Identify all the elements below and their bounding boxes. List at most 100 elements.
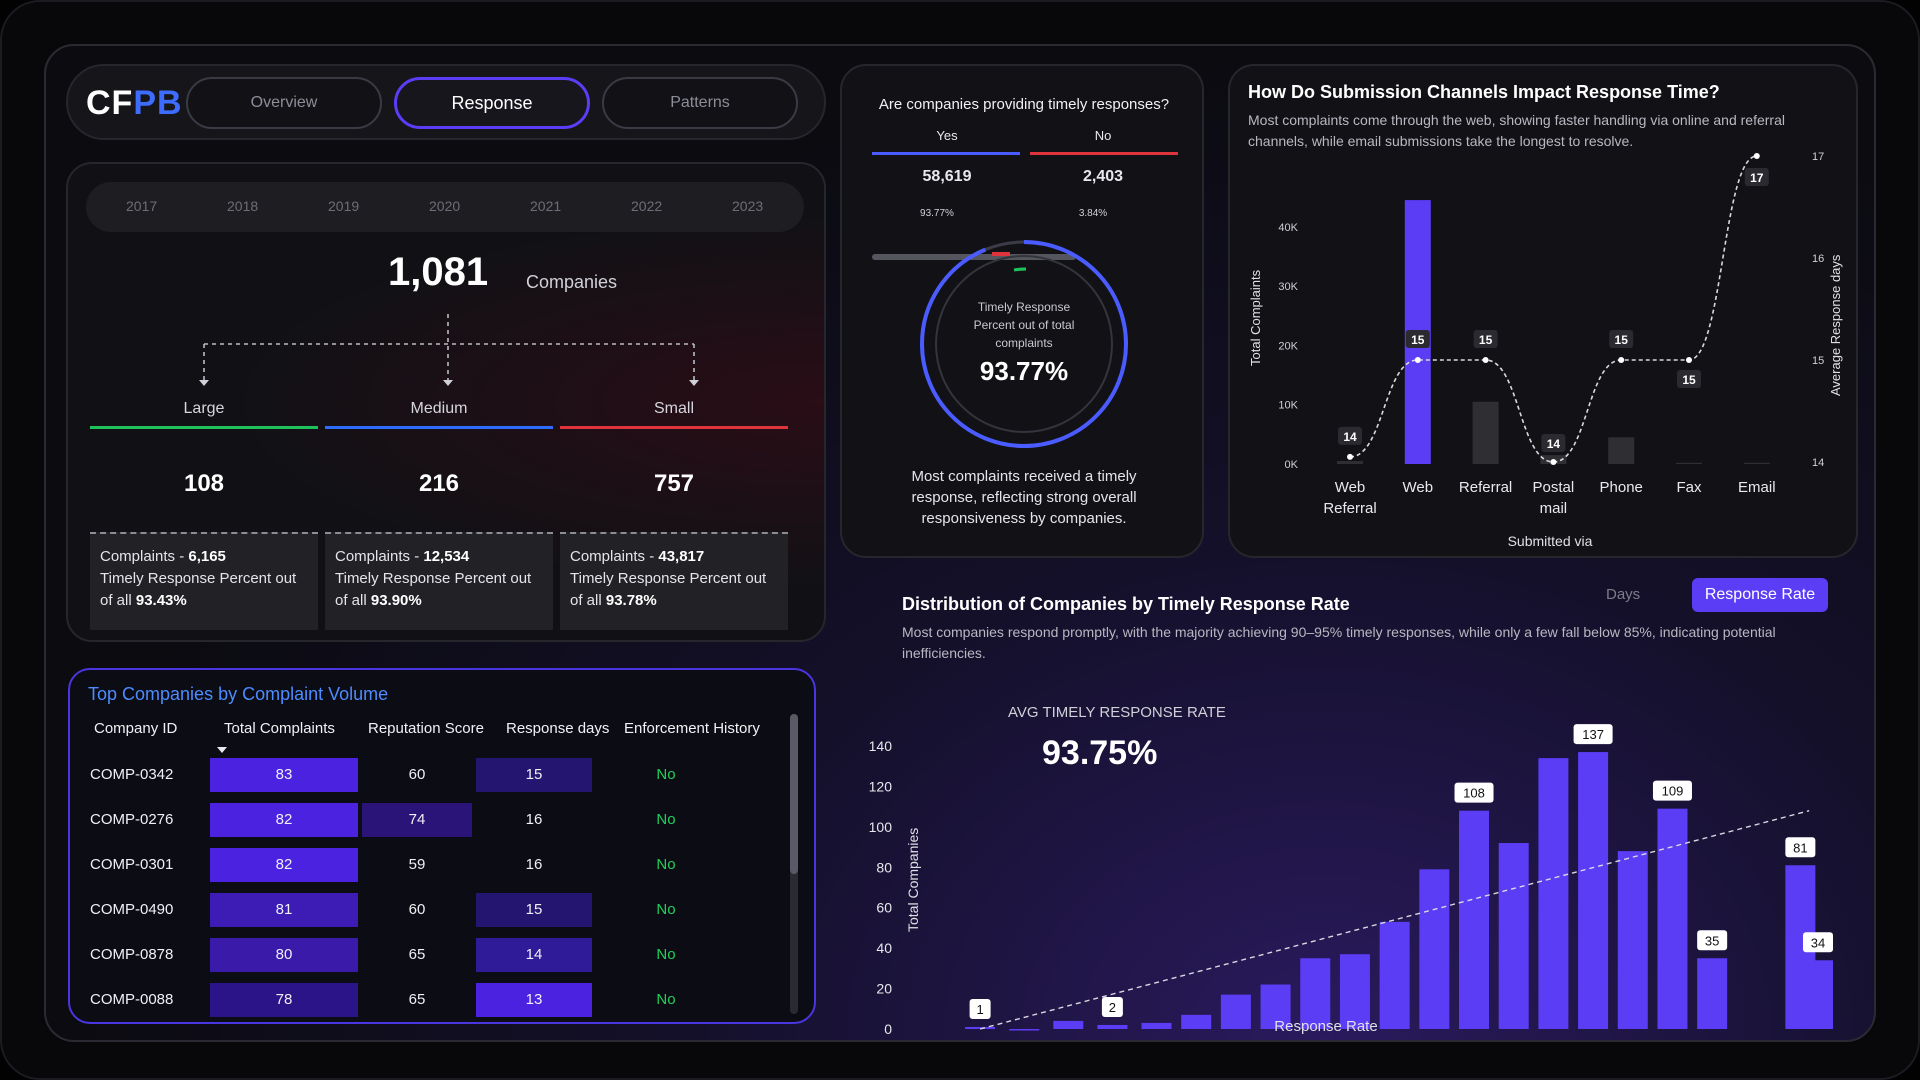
bar xyxy=(1459,810,1490,1029)
yes-label: Yes xyxy=(936,128,958,143)
total-companies-value: 1,081 xyxy=(388,250,489,294)
bar xyxy=(1578,752,1609,1029)
x-tick-label: Phone xyxy=(1600,479,1643,496)
y-axis-label: Total Complaints xyxy=(1248,269,1263,366)
line-point xyxy=(1347,453,1353,460)
gauge-label: Timely Response Percent out of total com… xyxy=(973,300,1075,350)
bar xyxy=(1181,1014,1212,1029)
x-tick-label: Fax xyxy=(1676,479,1702,496)
data-label: 1 xyxy=(976,1002,983,1017)
timely-gauge xyxy=(920,240,1128,448)
table-row[interactable]: COMP-0490 81 60 15 No xyxy=(70,891,790,927)
data-label: 137 xyxy=(1582,727,1604,742)
cell-id: COMP-0276 xyxy=(90,811,174,828)
cell-days: 16 xyxy=(525,811,543,828)
data-label: 2 xyxy=(1109,1000,1116,1015)
distribution-title: Distribution of Companies by Timely Resp… xyxy=(902,594,1350,614)
year-2023[interactable]: 2023 xyxy=(732,198,764,214)
y-tick-label: 20K xyxy=(1278,340,1298,352)
bar xyxy=(1617,851,1648,1029)
year-2018[interactable]: 2018 xyxy=(227,198,259,214)
segment-large-details: Complaints - 6,165 Timely Response Percen… xyxy=(90,532,318,630)
y2-tick-label: 15 xyxy=(1812,355,1824,367)
col-company-id[interactable]: Company ID xyxy=(94,720,178,737)
line-point xyxy=(1686,357,1692,363)
data-label-bg xyxy=(1101,996,1123,1017)
line-label-bg xyxy=(1338,426,1362,445)
cell-enf: No xyxy=(656,811,676,828)
line-point xyxy=(1550,459,1557,465)
cell-id: COMP-0490 xyxy=(90,901,174,918)
bar xyxy=(1379,921,1410,1029)
distribution-panel: Distribution of Companies by Timely Resp… xyxy=(846,576,1866,1036)
top-nav: CFPB Overview Response Patterns xyxy=(66,64,826,140)
table-scrollbar[interactable] xyxy=(790,714,798,1014)
bar xyxy=(1538,758,1569,1029)
year-2021[interactable]: 2021 xyxy=(530,198,562,214)
table-title: Top Companies by Complaint Volume xyxy=(88,684,389,704)
data-label-bg xyxy=(1573,724,1613,745)
x-tick-label: Postal xyxy=(1533,479,1575,496)
trend-line xyxy=(979,810,1810,1030)
year-2019[interactable]: 2019 xyxy=(328,198,360,214)
cell-days: 15 xyxy=(476,758,592,792)
y2-tick-label: 16 xyxy=(1812,253,1824,265)
cell-total: 82 xyxy=(210,803,358,837)
cell-rep: 59 xyxy=(408,856,426,873)
channels-chart: 0K 10K 20K 30K 40K 14 15 16 17 Total Complaints Av… xyxy=(1248,151,1843,549)
data-label: 81 xyxy=(1793,840,1807,855)
year-2020[interactable]: 2020 xyxy=(429,198,461,214)
col-reputation-score[interactable]: Reputation Score xyxy=(368,720,484,737)
y2-tick-label: 14 xyxy=(1812,457,1824,469)
cell-days: 13 xyxy=(476,983,592,1017)
segment-medium-line xyxy=(325,426,553,429)
x-axis-label: Response Rate xyxy=(1274,1018,1378,1035)
table-row[interactable]: COMP-0301 82 59 16 No xyxy=(70,846,790,882)
segment-medium-value: 216 xyxy=(418,470,460,497)
data-label-bg xyxy=(1785,837,1816,858)
cell-rep: 60 xyxy=(408,766,426,783)
no-value: 2,403 xyxy=(1082,168,1124,185)
bar xyxy=(1260,984,1291,1029)
avg-rate-label: AVG TIMELY RESPONSE RATE xyxy=(1008,704,1226,721)
data-label-bg xyxy=(1803,932,1833,953)
line-label: 15 xyxy=(1411,333,1425,347)
bar xyxy=(1141,1022,1172,1029)
segment-large-label: Large xyxy=(183,400,225,417)
table-row[interactable]: COMP-0878 80 65 14 No xyxy=(70,936,790,972)
cell-enf: No xyxy=(656,946,676,963)
cell-total: 78 xyxy=(210,983,358,1017)
y-tick-label: 120 xyxy=(869,778,893,794)
x-tick-label: Email xyxy=(1738,479,1776,496)
segment-medium-label: Medium xyxy=(410,400,468,417)
table-row[interactable]: COMP-0342 83 60 15 No xyxy=(70,756,790,792)
bar xyxy=(1676,462,1702,464)
cell-id: COMP-0342 xyxy=(90,766,174,783)
year-2022[interactable]: 2022 xyxy=(631,198,663,214)
col-response-days[interactable]: Response days xyxy=(506,720,610,737)
avg-rate-value: 93.75% xyxy=(1042,734,1158,772)
x-tick-label: Referral xyxy=(1323,500,1376,517)
toggle-days-button[interactable]: Days xyxy=(1606,586,1641,603)
avg-days-line xyxy=(1349,155,1757,463)
table-row[interactable]: COMP-0088 78 65 13 No xyxy=(70,981,790,1017)
cell-total: 83 xyxy=(210,758,358,792)
table-row[interactable]: COMP-0276 82 74 16 No xyxy=(70,801,790,837)
bar xyxy=(1053,1020,1084,1029)
segment-large-value: 108 xyxy=(183,470,225,497)
tab-overview[interactable]: Overview xyxy=(186,77,382,129)
col-enforcement-history[interactable]: Enforcement History xyxy=(624,720,760,737)
x-tick-label: mail xyxy=(1540,500,1568,517)
tab-response[interactable]: Response xyxy=(394,77,590,129)
line-label: 14 xyxy=(1547,437,1561,451)
col-total-complaints[interactable]: Total Complaints xyxy=(224,720,335,737)
year-2017[interactable]: 2017 xyxy=(126,198,158,214)
cell-total: 82 xyxy=(210,848,358,882)
segment-small-line xyxy=(560,426,788,429)
cell-total: 80 xyxy=(210,938,358,972)
toggle-response-rate-button[interactable]: Response Rate xyxy=(1692,578,1828,612)
scroll-thumb[interactable] xyxy=(790,714,798,874)
tab-patterns[interactable]: Patterns xyxy=(602,77,798,129)
y-tick-label: 20 xyxy=(876,981,892,997)
